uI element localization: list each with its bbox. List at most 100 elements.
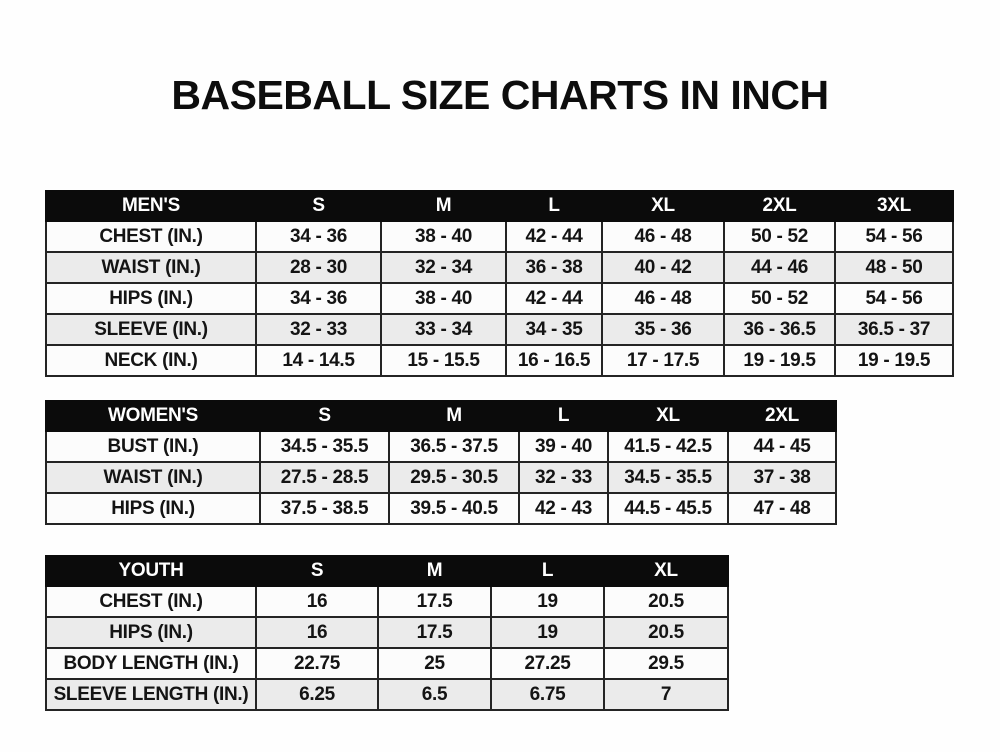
table-row: HIPS (IN.) 34 - 36 38 - 40 42 - 44 46 - … (45, 282, 954, 315)
size-cell: 6.5 (377, 678, 492, 711)
youth-header-row: YOUTH S M L XL (45, 555, 729, 587)
column-header: MEN'S (45, 190, 257, 222)
size-cell: 40 - 42 (601, 251, 725, 284)
table-row: HIPS (IN.) 37.5 - 38.5 39.5 - 40.5 42 - … (45, 492, 837, 525)
size-cell: 34 - 35 (505, 313, 603, 346)
row-label: WAIST (IN.) (45, 251, 257, 284)
size-cell: 22.75 (255, 647, 379, 680)
size-cell: 19 (490, 616, 605, 649)
row-label: SLEEVE (IN.) (45, 313, 257, 346)
row-label: CHEST (IN.) (45, 585, 257, 618)
column-header: XL (607, 400, 729, 432)
size-cell: 34.5 - 35.5 (259, 430, 390, 463)
size-cell: 16 (255, 585, 379, 618)
size-cell: 7 (603, 678, 729, 711)
youth-size-table: YOUTH S M L XL CHEST (IN.) 16 17.5 19 20… (45, 555, 729, 711)
size-cell: 33 - 34 (380, 313, 507, 346)
size-cell: 36 - 38 (505, 251, 603, 284)
table-row: NECK (IN.) 14 - 14.5 15 - 15.5 16 - 16.5… (45, 344, 954, 377)
mens-header-row: MEN'S S M L XL 2XL 3XL (45, 190, 954, 222)
table-row: WAIST (IN.) 28 - 30 32 - 34 36 - 38 40 -… (45, 251, 954, 284)
row-label: NECK (IN.) (45, 344, 257, 377)
size-cell: 42 - 44 (505, 220, 603, 253)
size-cell: 25 (377, 647, 492, 680)
column-header: 2XL (727, 400, 837, 432)
size-cell: 16 (255, 616, 379, 649)
row-label: HIPS (IN.) (45, 492, 261, 525)
size-cell: 44 - 45 (727, 430, 837, 463)
column-header: L (490, 555, 605, 587)
size-cell: 15 - 15.5 (380, 344, 507, 377)
size-cell: 42 - 44 (505, 282, 603, 315)
column-header: 2XL (723, 190, 836, 222)
size-cell: 32 - 33 (255, 313, 382, 346)
size-cell: 37 - 38 (727, 461, 837, 494)
size-cell: 16 - 16.5 (505, 344, 603, 377)
row-label: HIPS (IN.) (45, 282, 257, 315)
womens-size-table: WOMEN'S S M L XL 2XL BUST (IN.) 34.5 - 3… (45, 400, 837, 525)
table-row: SLEEVE LENGTH (IN.) 6.25 6.5 6.75 7 (45, 678, 729, 711)
size-cell: 17.5 (377, 616, 492, 649)
column-header: S (259, 400, 390, 432)
size-cell: 20.5 (603, 585, 729, 618)
size-cell: 54 - 56 (834, 220, 954, 253)
size-cell: 32 - 34 (380, 251, 507, 284)
size-cell: 32 - 33 (518, 461, 609, 494)
size-cell: 29.5 - 30.5 (388, 461, 520, 494)
size-cell: 6.75 (490, 678, 605, 711)
size-cell: 28 - 30 (255, 251, 382, 284)
column-header: M (380, 190, 507, 222)
size-cell: 6.25 (255, 678, 379, 711)
size-cell: 46 - 48 (601, 282, 725, 315)
size-cell: 19 - 19.5 (723, 344, 836, 377)
table-row: SLEEVE (IN.) 32 - 33 33 - 34 34 - 35 35 … (45, 313, 954, 346)
size-cell: 17 - 17.5 (601, 344, 725, 377)
size-cell: 17.5 (377, 585, 492, 618)
column-header: XL (603, 555, 729, 587)
size-cell: 34 - 36 (255, 282, 382, 315)
row-label: HIPS (IN.) (45, 616, 257, 649)
row-label: WAIST (IN.) (45, 461, 261, 494)
size-cell: 19 (490, 585, 605, 618)
size-cell: 19 - 19.5 (834, 344, 954, 377)
column-header: M (388, 400, 520, 432)
size-cell: 36 - 36.5 (723, 313, 836, 346)
row-label: SLEEVE LENGTH (IN.) (45, 678, 257, 711)
column-header: 3XL (834, 190, 954, 222)
row-label: BODY LENGTH (IN.) (45, 647, 257, 680)
size-cell: 38 - 40 (380, 220, 507, 253)
size-cell: 47 - 48 (727, 492, 837, 525)
column-header: M (377, 555, 492, 587)
column-header: XL (601, 190, 725, 222)
column-header: YOUTH (45, 555, 257, 587)
size-cell: 39.5 - 40.5 (388, 492, 520, 525)
table-row: BUST (IN.) 34.5 - 35.5 36.5 - 37.5 39 - … (45, 430, 837, 463)
size-cell: 44.5 - 45.5 (607, 492, 729, 525)
size-cell: 34.5 - 35.5 (607, 461, 729, 494)
size-cell: 36.5 - 37 (834, 313, 954, 346)
size-cell: 27.25 (490, 647, 605, 680)
size-cell: 20.5 (603, 616, 729, 649)
size-cell: 38 - 40 (380, 282, 507, 315)
row-label: BUST (IN.) (45, 430, 261, 463)
size-cell: 14 - 14.5 (255, 344, 382, 377)
size-cell: 50 - 52 (723, 220, 836, 253)
womens-header-row: WOMEN'S S M L XL 2XL (45, 400, 837, 432)
size-cell: 34 - 36 (255, 220, 382, 253)
column-header: S (255, 555, 379, 587)
size-cell: 41.5 - 42.5 (607, 430, 729, 463)
column-header: WOMEN'S (45, 400, 261, 432)
column-header: L (505, 190, 603, 222)
size-cell: 29.5 (603, 647, 729, 680)
size-cell: 35 - 36 (601, 313, 725, 346)
size-cell: 44 - 46 (723, 251, 836, 284)
mens-size-table: MEN'S S M L XL 2XL 3XL CHEST (IN.) 34 - … (45, 190, 954, 377)
size-cell: 27.5 - 28.5 (259, 461, 390, 494)
column-header: L (518, 400, 609, 432)
column-header: S (255, 190, 382, 222)
size-cell: 54 - 56 (834, 282, 954, 315)
row-label: CHEST (IN.) (45, 220, 257, 253)
size-cell: 42 - 43 (518, 492, 609, 525)
page-title: BASEBALL SIZE CHARTS IN INCH (171, 72, 829, 118)
